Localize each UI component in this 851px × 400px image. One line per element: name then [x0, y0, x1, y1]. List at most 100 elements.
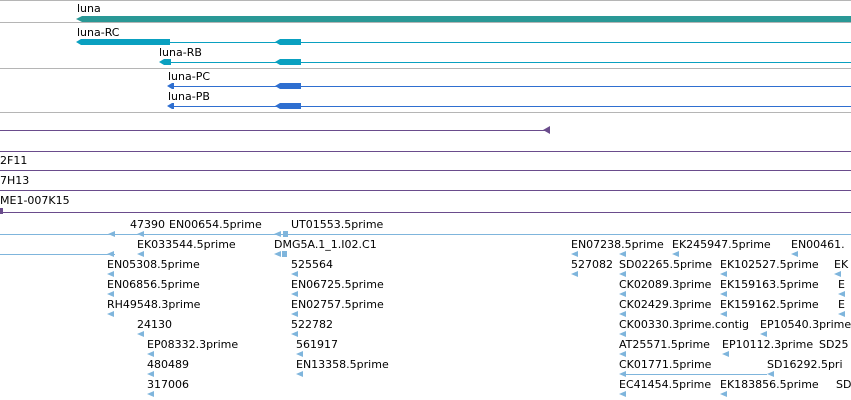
- est-label[interactable]: EN06725.5prime: [291, 278, 384, 291]
- est-label[interactable]: EK245947.5prime: [672, 238, 771, 251]
- est-arrow-glyph: [291, 331, 298, 337]
- transcript-label-luna-pb[interactable]: luna-PB: [168, 90, 210, 103]
- est-arrow-glyph: [296, 351, 303, 357]
- est-label[interactable]: 480489: [147, 358, 189, 371]
- est-label[interactable]: EN07238.5prime: [571, 238, 664, 251]
- clone-label[interactable]: ME1-007K15: [0, 194, 70, 207]
- est-arrow-glyph: [107, 251, 114, 257]
- est-label[interactable]: SD16292.5pri: [767, 358, 843, 371]
- est-label[interactable]: EN05308.5prime: [107, 258, 200, 271]
- est-arrow-glyph: [108, 231, 115, 237]
- est-label[interactable]: EN06856.5prime: [107, 278, 200, 291]
- est-arrow-glyph: [619, 291, 626, 297]
- est-label[interactable]: RH49548.3prime: [107, 298, 201, 311]
- est-label[interactable]: 47390: [130, 218, 165, 231]
- est-arrow-glyph: [137, 331, 144, 337]
- est-label[interactable]: 561917: [296, 338, 338, 351]
- est-label[interactable]: DMG5A.1_1.I02.C1: [274, 238, 377, 251]
- est-label[interactable]: EC41454.5prime: [619, 378, 712, 391]
- est-label[interactable]: 24130: [137, 318, 172, 331]
- est-label[interactable]: EN00461.: [791, 238, 845, 251]
- est-arrow-glyph: [720, 291, 727, 297]
- est-label[interactable]: EK: [834, 258, 849, 271]
- est-label[interactable]: 522782: [291, 318, 333, 331]
- est-label[interactable]: EK183856.5prime: [720, 378, 819, 391]
- est-arrow-glyph: [619, 271, 626, 277]
- transcript-label-luna-pc[interactable]: luna-PC: [168, 70, 211, 83]
- est-label[interactable]: CK01771.5prime: [619, 358, 712, 371]
- est-label[interactable]: EK102527.5prime: [720, 258, 819, 271]
- est-arrow-glyph: [619, 351, 626, 357]
- est-label[interactable]: EP10112.3prime: [722, 338, 814, 351]
- clone-label[interactable]: 7H13: [0, 174, 30, 187]
- gene-label-luna[interactable]: luna: [77, 2, 101, 15]
- est-arrow-glyph: [291, 311, 298, 317]
- est-arrow-glyph: [834, 271, 841, 277]
- est-label[interactable]: EK159162.5prime: [720, 298, 819, 311]
- est-label[interactable]: AT25571.5prime: [619, 338, 710, 351]
- feature-arrow-head: [543, 126, 550, 134]
- est-label[interactable]: CK02089.3prime: [619, 278, 712, 291]
- est-arrow-glyph: [619, 251, 626, 257]
- est-arrow-glyph: [720, 311, 727, 317]
- est-arrow-glyph: [672, 251, 679, 257]
- est-arrow-glyph: [291, 271, 298, 277]
- est-label[interactable]: SD25: [819, 338, 849, 351]
- est-label[interactable]: EK159163.5prime: [720, 278, 819, 291]
- est-arrow-glyph: [147, 391, 154, 397]
- est-arrow-glyph: [720, 391, 727, 397]
- est-arrow-glyph: [274, 231, 281, 237]
- est-label[interactable]: 317006: [147, 378, 189, 391]
- est-arrow-glyph: [619, 331, 626, 337]
- est-label[interactable]: CK02429.3prime: [619, 298, 712, 311]
- transcript-glyph-luna-pc-cds: [167, 83, 174, 89]
- est-arrow-glyph: [147, 351, 154, 357]
- est-arrow-glyph: [107, 271, 114, 277]
- transcript-glyph-luna-rc-exon: [76, 39, 170, 45]
- est-arrow-glyph: [137, 231, 144, 237]
- transcript-glyph-luna-pb-cds: [275, 103, 301, 109]
- est-arrow-glyph: [619, 391, 626, 397]
- est-arrow-glyph: [767, 371, 774, 377]
- est-label[interactable]: EK033544.5prime: [137, 238, 236, 251]
- gene-glyph-luna: [76, 16, 851, 22]
- est-arrow-glyph: [791, 251, 798, 257]
- est-arrow-glyph: [291, 291, 298, 297]
- transcript-glyph-luna-rc-exon: [275, 39, 301, 45]
- est-arrow-glyph: [720, 271, 727, 277]
- transcript-label-luna-rb[interactable]: luna-RB: [159, 46, 202, 59]
- est-arrow-glyph: [571, 251, 578, 257]
- est-label[interactable]: EP08332.3prime: [147, 338, 239, 351]
- est-label[interactable]: SD: [836, 378, 851, 391]
- transcript-label-luna-rc[interactable]: luna-RC: [77, 26, 120, 39]
- est-label[interactable]: EP10540.3prime: [760, 318, 851, 331]
- est-arrow-glyph: [760, 331, 767, 337]
- transcript-glyph-luna-pc-cds: [275, 83, 301, 89]
- clone-end-mark: [0, 208, 3, 214]
- est-label[interactable]: CK00330.3prime.contig: [619, 318, 750, 331]
- est-label[interactable]: UT01553.5prime: [291, 218, 384, 231]
- est-block-glyph: [282, 251, 287, 257]
- est-block-glyph: [283, 231, 288, 237]
- est-arrow-glyph: [838, 311, 845, 317]
- est-arrow-glyph: [137, 251, 144, 257]
- est-arrow-glyph: [107, 311, 114, 317]
- est-arrow-glyph: [619, 311, 626, 317]
- clone-label[interactable]: 2F11: [0, 154, 28, 167]
- est-label[interactable]: 525564: [291, 258, 333, 271]
- est-arrow-glyph: [838, 291, 845, 297]
- transcript-glyph-luna-pb-cds: [167, 103, 174, 109]
- est-label[interactable]: EN02757.5prime: [291, 298, 384, 311]
- est-label[interactable]: EN13358.5prime: [296, 358, 389, 371]
- est-label[interactable]: EN00654.5prime: [169, 218, 262, 231]
- est-arrow-glyph: [147, 371, 154, 377]
- est-arrow-glyph: [107, 291, 114, 297]
- est-label[interactable]: SD02265.5prime: [619, 258, 712, 271]
- est-arrow-glyph: [274, 251, 281, 257]
- transcript-glyph-luna-rb-exon: [275, 59, 301, 65]
- est-arrow-glyph: [296, 371, 303, 377]
- est-label[interactable]: 527082: [571, 258, 613, 271]
- est-label[interactable]: E: [838, 278, 845, 291]
- est-label[interactable]: E: [838, 298, 845, 311]
- transcript-glyph-luna-rb-exon: [159, 59, 171, 65]
